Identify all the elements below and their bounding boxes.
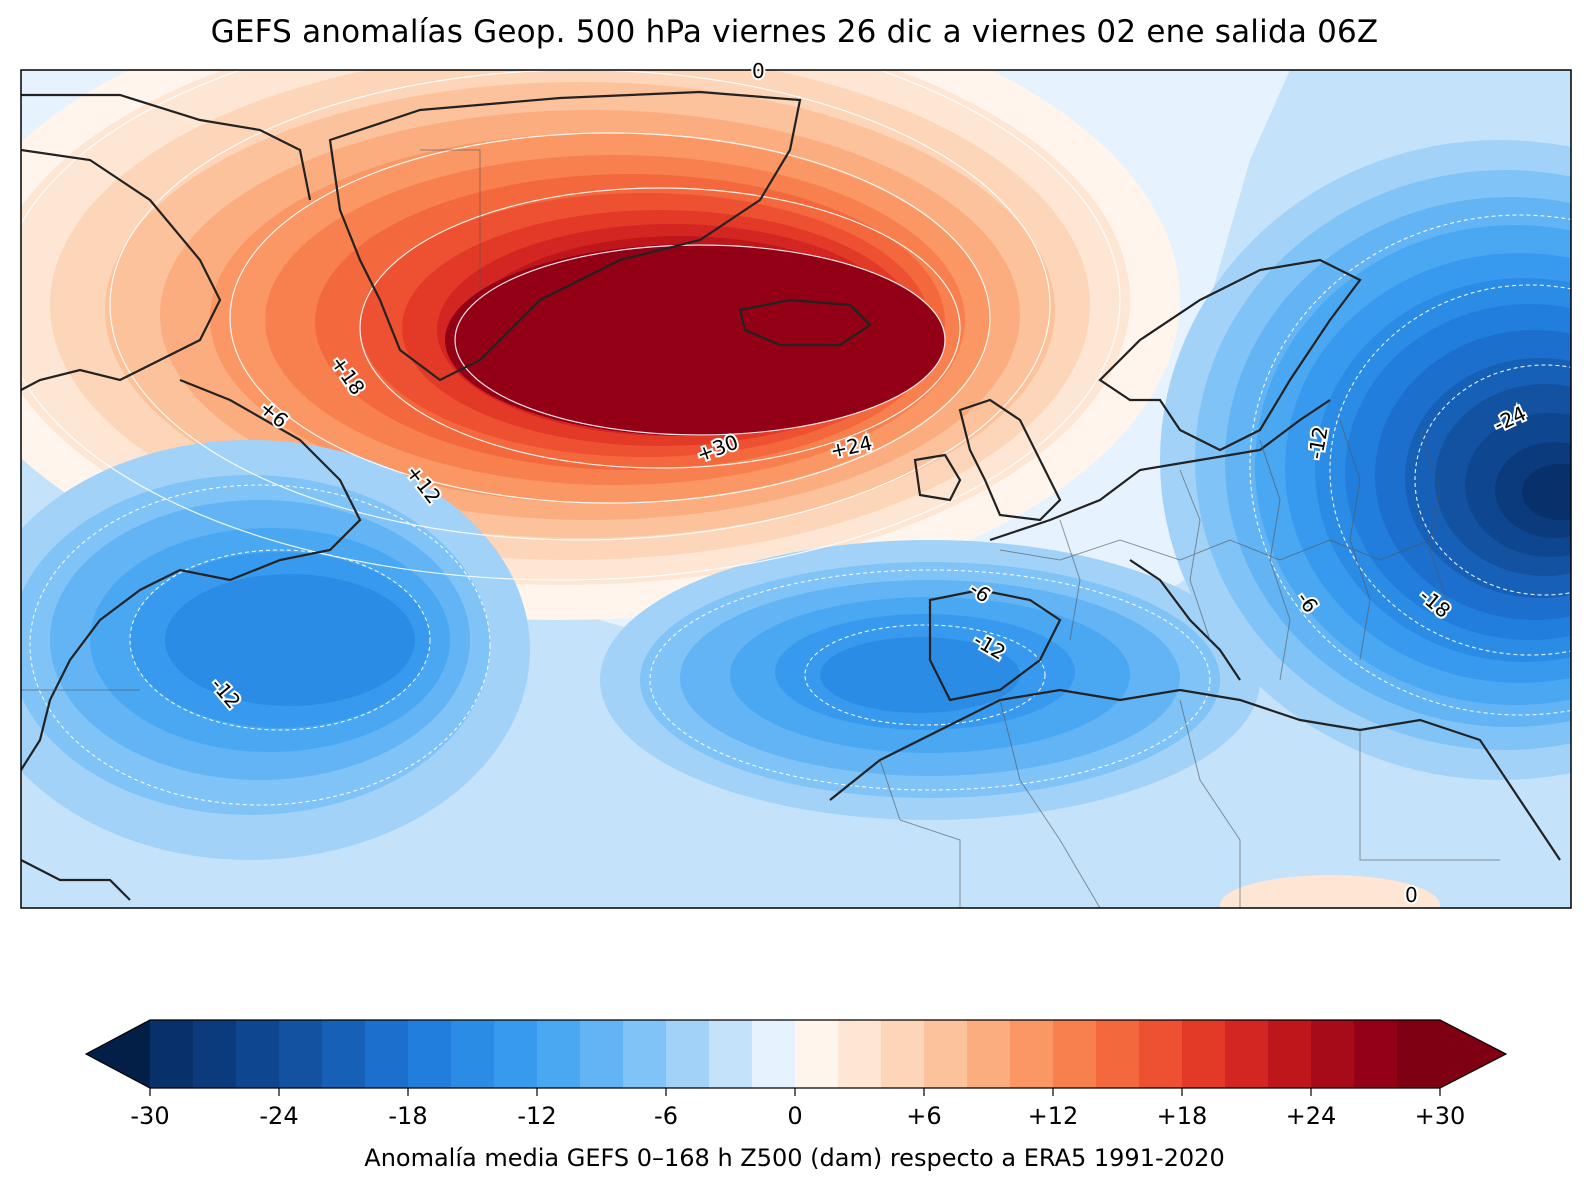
colorbar-label: Anomalía media GEFS 0–168 h Z500 (dam) r… (364, 1144, 1225, 1172)
colorbar-segment (1354, 1020, 1398, 1088)
anomaly-field (21, 70, 1571, 908)
colorbar-tick-label: 0 (787, 1102, 802, 1130)
colorbar-segment (967, 1020, 1011, 1088)
colorbar-tick-label: -18 (388, 1102, 427, 1130)
colorbar-segment (322, 1020, 366, 1088)
colorbar-segment (365, 1020, 409, 1088)
colorbar-segment (752, 1020, 796, 1088)
colorbar-segment (924, 1020, 968, 1088)
colorbar-segment (451, 1020, 495, 1088)
colorbar-tick-label: +24 (1286, 1102, 1337, 1130)
colorbar-tick-label: +18 (1157, 1102, 1208, 1130)
colorbar-segment (1225, 1020, 1269, 1088)
colorbar-segment (795, 1020, 839, 1088)
colorbar-segment (881, 1020, 925, 1088)
colorbar-segment (1311, 1020, 1355, 1088)
colorbar-segment (1268, 1020, 1312, 1088)
colorbar-tick-label: +12 (1028, 1102, 1079, 1130)
colorbar-tick-label: +30 (1415, 1102, 1466, 1130)
colorbar-extend-high (1440, 1020, 1506, 1088)
colorbar-segment (1010, 1020, 1054, 1088)
colorbar-tick-label: -24 (259, 1102, 298, 1130)
colorbar-segment (709, 1020, 753, 1088)
colorbar-segment (1096, 1020, 1140, 1088)
colorbar-tick-label: -30 (130, 1102, 169, 1130)
colorbar-segment (193, 1020, 237, 1088)
colorbar-segment (666, 1020, 710, 1088)
colorbar-segment (1182, 1020, 1226, 1088)
colorbar (84, 1019, 1508, 1089)
colorbar-ticks: -30 -24 -18 -12 -6 0 +6 +12 +18 +24 +30 (130, 1088, 1465, 1130)
colorbar-segment (236, 1020, 280, 1088)
map-frame (20, 69, 1572, 909)
colorbar-segment (150, 1020, 194, 1088)
colorbar-segment (494, 1020, 538, 1088)
colorbar-segment (838, 1020, 882, 1088)
colorbar-extend-low (86, 1020, 150, 1088)
map-title: GEFS anomalías Geop. 500 hPa viernes 26 … (210, 14, 1379, 50)
colorbar-segment (279, 1020, 323, 1088)
colorbar-segment (1139, 1020, 1183, 1088)
colorbar-tick-label: -6 (654, 1102, 678, 1130)
colorbar-segment (537, 1020, 581, 1088)
colorbar-segment (623, 1020, 667, 1088)
colorbar-segment (580, 1020, 624, 1088)
colorbar-segment (408, 1020, 452, 1088)
contour-label: 0 (1405, 883, 1418, 907)
colorbar-segment (1053, 1020, 1097, 1088)
contour-label: 0 (752, 59, 765, 83)
colorbar-tick-label: -12 (517, 1102, 556, 1130)
colorbar-segment (1397, 1020, 1441, 1088)
colorbar-tick-label: +6 (906, 1102, 941, 1130)
